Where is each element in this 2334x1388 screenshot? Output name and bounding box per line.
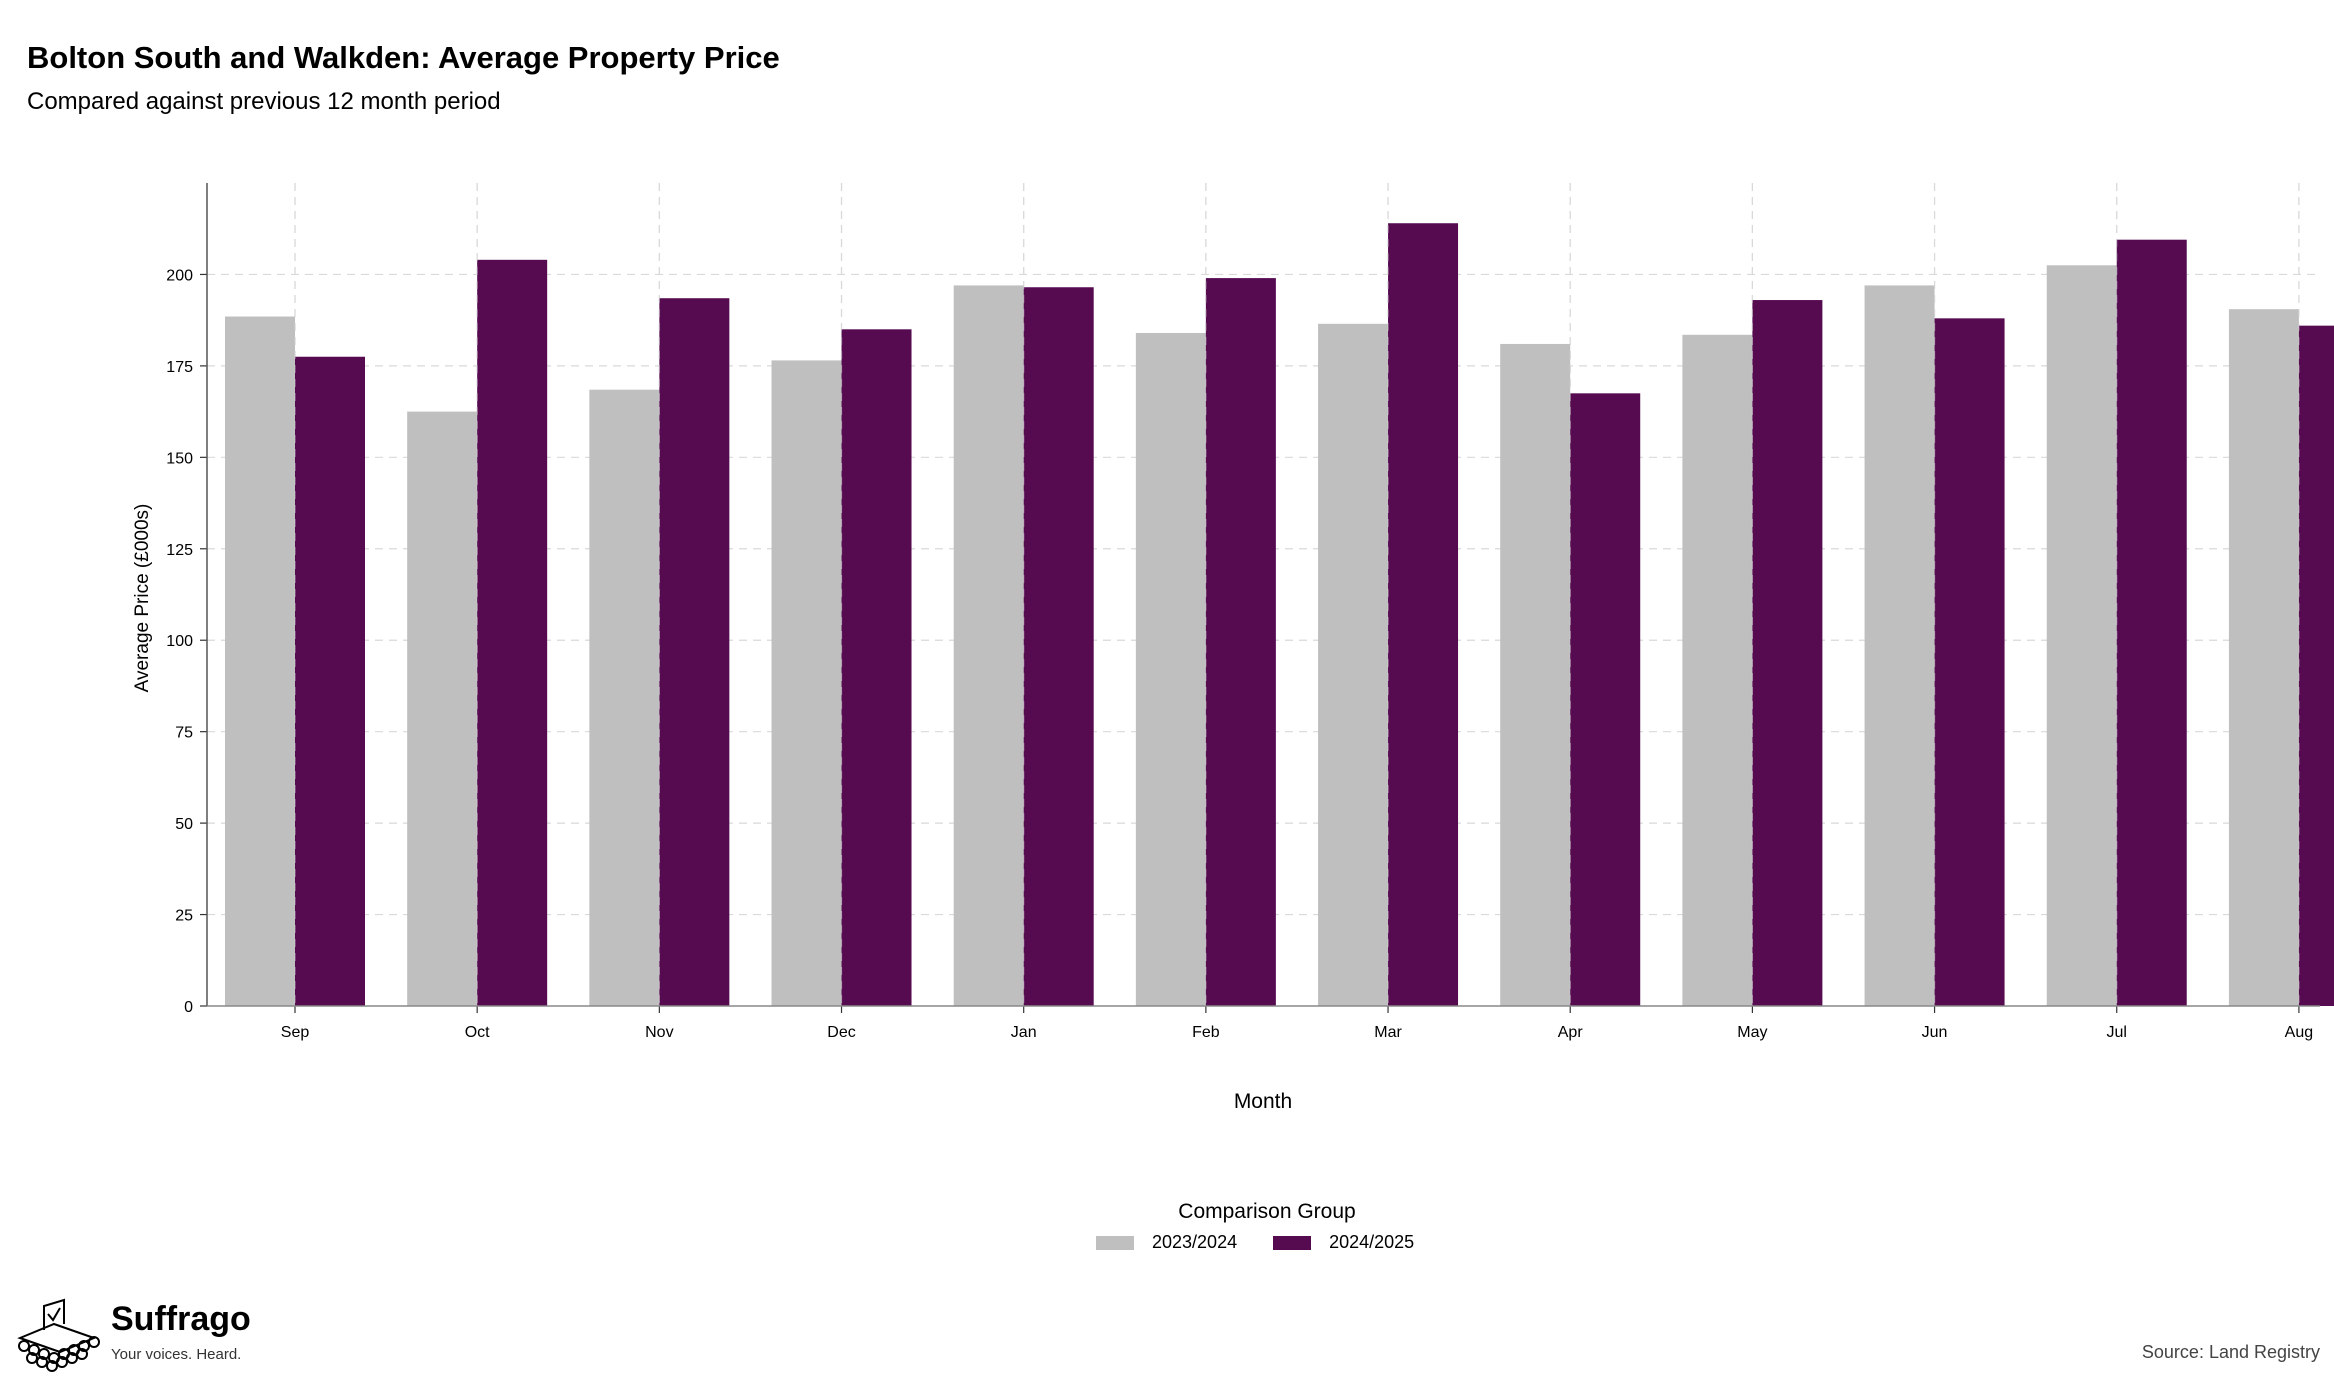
x-tick-label: Mar xyxy=(1374,1024,1402,1041)
bar-2023-2024-jan xyxy=(953,285,1024,1006)
x-tick-label: Nov xyxy=(645,1024,673,1041)
bar-2023-2024-nov xyxy=(589,389,660,1007)
x-tick-label: Jan xyxy=(1011,1024,1037,1041)
x-tick-label: Jun xyxy=(1922,1024,1948,1041)
bar-2024-2025-jul xyxy=(2116,239,2187,1006)
x-tick-label: May xyxy=(1737,1024,1767,1041)
legend-swatch-2024-2025 xyxy=(1273,1235,1312,1250)
legend: 2023/2024 2024/2025 xyxy=(1096,1232,1450,1253)
y-tick-label: 150 xyxy=(166,450,193,467)
bar-2023-2024-apr xyxy=(1500,343,1571,1006)
axes: 0 25 50 75 100 125 150 175 200 Sep Oct Nov Dec Jan Feb… xyxy=(166,183,2320,1041)
bar-2024-2025-sep xyxy=(295,356,365,1006)
legend-label-2023-2024: 2023/2024 xyxy=(1152,1232,1238,1252)
bar-2024-2025-aug xyxy=(2298,325,2334,1006)
bar-chart: 0 25 50 75 100 125 150 175 200 Sep Oct Nov Dec Jan Feb… xyxy=(132,183,2334,1113)
source-note: Source: Land Registry xyxy=(2141,1342,2320,1362)
bar-2023-2024-jul xyxy=(2046,265,2117,1006)
bar-2024-2025-dec xyxy=(841,329,912,1006)
bar-2023-2024-oct xyxy=(407,411,478,1007)
bar-2024-2025-nov xyxy=(659,298,730,1007)
bar-2023-2024-sep xyxy=(225,316,295,1006)
x-tick-label: Jul xyxy=(2107,1024,2127,1041)
x-axis-label: Month xyxy=(1234,1090,1292,1113)
x-tick-label: Aug xyxy=(2285,1024,2313,1041)
bars xyxy=(225,183,2334,1007)
bar-2024-2025-jun xyxy=(1934,318,2005,1006)
bar-2023-2024-mar xyxy=(1318,323,1389,1006)
brand-tagline: Your voices. Heard. xyxy=(111,1346,242,1363)
bar-2024-2025-jan xyxy=(1023,287,1094,1006)
y-tick-label: 0 xyxy=(184,999,193,1016)
y-tick-label: 25 xyxy=(175,908,193,925)
x-tick-label: Apr xyxy=(1558,1024,1584,1041)
y-tick-label: 200 xyxy=(166,267,193,284)
chart-subtitle: Compared against previous 12 month perio… xyxy=(27,88,501,115)
y-tick-label: 75 xyxy=(175,725,193,742)
ballot-box-logo-icon xyxy=(17,1298,100,1372)
legend-item-2023-2024: 2023/2024 xyxy=(1096,1232,1237,1253)
x-tick-label: Dec xyxy=(827,1024,855,1041)
legend-label-2024-2025: 2024/2025 xyxy=(1329,1232,1415,1252)
legend-swatch-2023-2024 xyxy=(1096,1235,1134,1250)
brand-name: Suffrago xyxy=(111,1300,251,1338)
y-tick-label: 175 xyxy=(166,359,193,376)
x-tick-label: Feb xyxy=(1192,1024,1220,1041)
y-axis-label: Average Price (£000s) xyxy=(132,504,153,693)
bar-2024-2025-may xyxy=(1752,300,1823,1006)
legend-title: Comparison Group xyxy=(1178,1200,1356,1223)
bar-2024-2025-apr xyxy=(1570,393,1641,1006)
x-tick-label: Sep xyxy=(281,1024,310,1041)
bar-2023-2024-feb xyxy=(1135,332,1206,1007)
bar-2023-2024-aug xyxy=(2228,309,2299,1006)
bar-2024-2025-feb xyxy=(1205,278,1276,1006)
bar-2024-2025-oct xyxy=(477,259,548,1006)
legend-item-2024-2025: 2024/2025 xyxy=(1273,1232,1414,1253)
bar-2024-2025-mar xyxy=(1388,223,1459,1007)
bar-2023-2024-jun xyxy=(1864,285,1935,1006)
y-tick-label: 50 xyxy=(175,816,193,833)
x-tick-label: Oct xyxy=(465,1024,490,1041)
chart-title: Bolton South and Walkden: Average Proper… xyxy=(27,40,780,75)
y-tick-label: 100 xyxy=(166,633,193,650)
bar-2023-2024-may xyxy=(1682,334,1753,1006)
bar-2023-2024-dec xyxy=(771,360,842,1006)
y-tick-label: 125 xyxy=(166,542,193,559)
